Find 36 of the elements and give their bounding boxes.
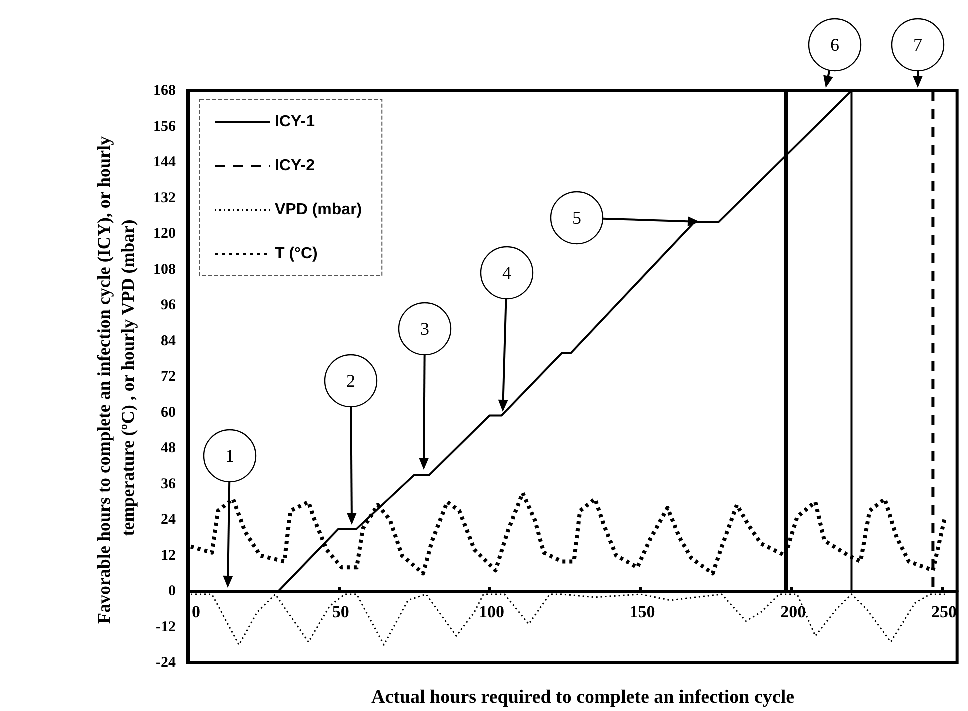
- y-tick-label: 36: [161, 476, 176, 492]
- x-axis-title: Actual hours required to complete an infection cycle: [371, 687, 795, 708]
- x-tick-label: 0: [192, 602, 200, 622]
- annotation: 3: [420, 319, 430, 339]
- y-tick-label: 72: [161, 369, 176, 385]
- y-tick-label: 12: [161, 548, 176, 564]
- x-tick-label: 50: [332, 602, 350, 622]
- y-tick-label: -24: [156, 655, 176, 671]
- y-tick-label: 84: [161, 333, 176, 350]
- y-axis-title: Favorable hours to complete an infection cycle (ICY), or hourly temperature (ºC) , or hourly VPD (mbar): [94, 132, 138, 624]
- y-tick-label: 144: [154, 154, 176, 170]
- y-tick-label: 156: [154, 118, 176, 135]
- legend-label: VPD (mbar): [275, 202, 362, 218]
- text: 7: [914, 35, 922, 55]
- y-tick-label: 108: [154, 262, 176, 278]
- annotation: 2: [346, 371, 356, 391]
- annotation: 5: [572, 208, 582, 228]
- y-tick-label: 48: [161, 440, 176, 456]
- annotation: 1: [226, 446, 234, 466]
- legend-label: ICY-2: [275, 158, 316, 174]
- y-tick-label: 168: [154, 83, 176, 99]
- x-tick-label: 250: [932, 602, 957, 622]
- y-tick-label: 132: [154, 190, 176, 206]
- y-tick-label: 0: [168, 584, 176, 600]
- y-tick-label: 24: [161, 512, 176, 528]
- text: 6: [830, 35, 840, 55]
- x-tick-label: 100: [478, 602, 504, 622]
- x-tick-label: 200: [780, 602, 806, 622]
- y-tick-label: -12: [156, 619, 176, 636]
- y-tick-label: 120: [154, 226, 176, 242]
- legend-label: T (°C): [275, 246, 318, 262]
- y-tick-label: 60: [161, 404, 176, 421]
- annotation: 4: [502, 263, 512, 283]
- y-tick-label: 96: [161, 298, 176, 314]
- x-tick-label: 150: [630, 602, 656, 622]
- legend-label: ICY-1: [275, 114, 316, 130]
